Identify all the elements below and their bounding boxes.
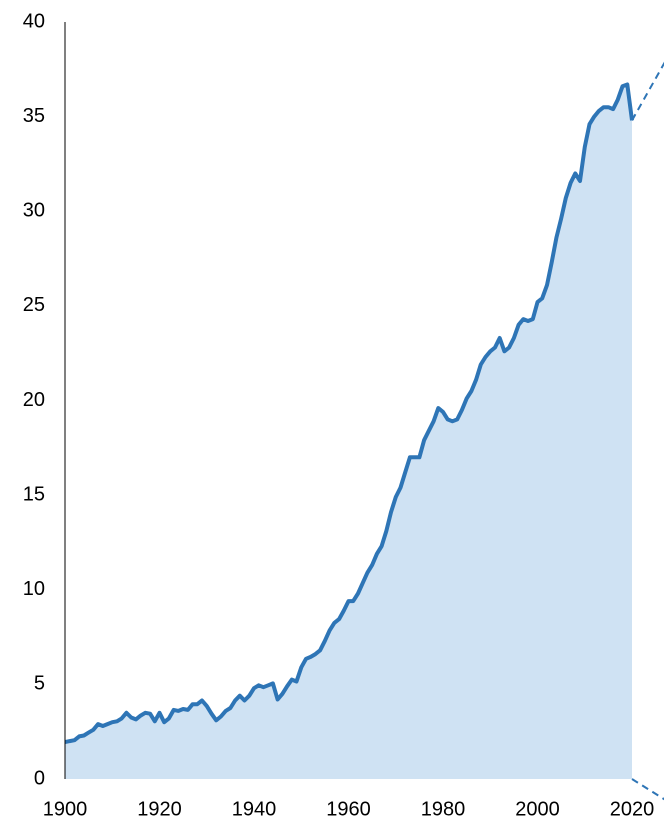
y-tick-label: 0 — [34, 767, 45, 789]
x-tick-label: 2000 — [515, 798, 560, 820]
y-tick-label: 35 — [23, 105, 45, 127]
y-tick-label: 30 — [23, 200, 45, 222]
y-tick-label: 10 — [23, 578, 45, 600]
x-tick-label: 1900 — [43, 798, 88, 820]
area — [65, 84, 632, 779]
projection-line — [631, 778, 664, 801]
x-tick-label: 2020 — [610, 798, 655, 820]
x-tick-label: 1980 — [421, 798, 466, 820]
y-tick-label: 25 — [23, 294, 45, 316]
y-tick-label: 20 — [23, 389, 45, 411]
y-tick-label: 5 — [34, 673, 45, 695]
x-tick-label: 1960 — [326, 798, 371, 820]
x-tick-label: 1920 — [137, 798, 182, 820]
line — [64, 82, 634, 745]
y-tick-label: 15 — [23, 483, 45, 505]
projection-line — [631, 61, 664, 121]
y-tick-label: 40 — [23, 10, 45, 32]
x-tick-label: 1940 — [232, 798, 277, 820]
